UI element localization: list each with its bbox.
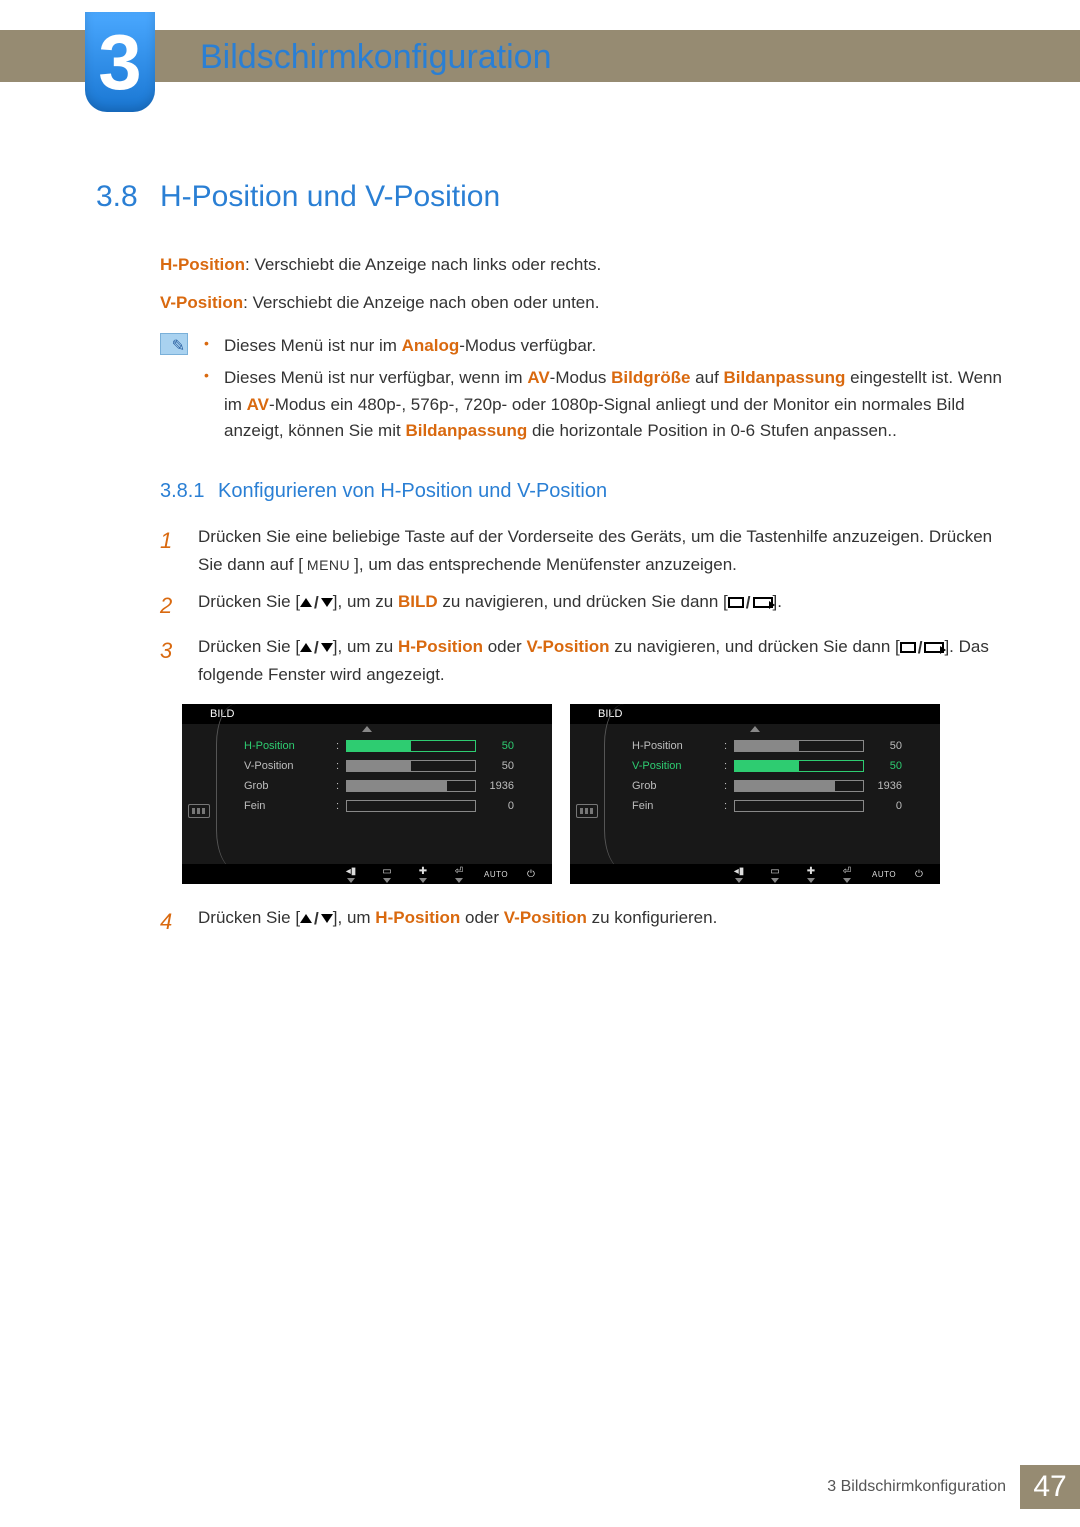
osd-item-value: 1936 — [864, 780, 910, 792]
vposition-desc: V-Position: Verschiebt die Anzeige nach … — [160, 290, 1010, 316]
osd-item-label: H-Position — [244, 740, 336, 752]
note-icon — [160, 333, 188, 355]
step-4: 4 Drücken Sie [/], um H-Position oder V-… — [160, 904, 1010, 939]
osd-slider-bar — [734, 780, 864, 792]
scroll-up-icon — [362, 726, 372, 732]
up-down-arrow-icon: / — [300, 589, 333, 616]
power-icon: ⏻ — [520, 869, 542, 880]
step-number: 3 — [160, 633, 184, 688]
step-1: 1 Drücken Sie eine beliebige Taste auf d… — [160, 523, 1010, 577]
up-down-arrow-icon: / — [300, 905, 333, 932]
step-3: 3 Drücken Sie [/], um zu H-Position oder… — [160, 633, 1010, 688]
step-number: 2 — [160, 588, 184, 623]
enter-icon: ⏎ — [448, 866, 470, 883]
auto-icon: AUTO — [872, 870, 894, 879]
osd-slider-bar — [346, 760, 476, 772]
osd-slider-bar — [734, 740, 864, 752]
osd-item-label: Fein — [244, 800, 336, 812]
osd-footer-icons: ◂▮ ▭ ✚ ⏎ AUTO ⏻ — [182, 864, 552, 884]
section-title: H-Position und V-Position — [160, 180, 500, 213]
minus-icon: ▭ — [764, 866, 786, 883]
up-down-arrow-icon: / — [300, 634, 333, 661]
osd-item: V-Position:50 — [570, 756, 940, 776]
osd-title: BILD — [570, 704, 940, 724]
osd-items-right: H-Position:50V-Position:50Grob:1936Fein:… — [570, 736, 940, 816]
power-icon: ⏻ — [908, 869, 930, 880]
chapter-title: Bildschirmkonfiguration — [200, 38, 552, 77]
osd-title: BILD — [182, 704, 552, 724]
osd-item-label: H-Position — [632, 740, 724, 752]
minus-icon: ▭ — [376, 866, 398, 883]
section-heading: 3.8H-Position und V-Position — [96, 180, 1010, 214]
source-enter-icon: / — [728, 589, 773, 616]
osd-item-value: 50 — [476, 740, 522, 752]
osd-item-label: V-Position — [632, 760, 724, 772]
source-enter-icon: / — [900, 634, 945, 661]
subsection-number: 3.8.1 — [160, 480, 218, 503]
osd-item: Fein:0 — [182, 796, 552, 816]
osd-item-label: Fein — [632, 800, 724, 812]
osd-item-value: 0 — [476, 800, 522, 812]
osd-item: H-Position:50 — [182, 736, 552, 756]
osd-item-label: Grob — [244, 780, 336, 792]
back-icon: ◂▮ — [728, 866, 750, 883]
osd-item-value: 50 — [476, 760, 522, 772]
auto-icon: AUTO — [484, 870, 506, 879]
osd-footer-icons: ◂▮ ▭ ✚ ⏎ AUTO ⏻ — [570, 864, 940, 884]
osd-item: V-Position:50 — [182, 756, 552, 776]
page-footer: 3 Bildschirmkonfiguration 47 — [827, 1465, 1080, 1509]
osd-slider-bar — [734, 800, 864, 812]
back-icon: ◂▮ — [340, 866, 362, 883]
note-block: Dieses Menü ist nur im Analog-Modus verf… — [160, 333, 1010, 450]
osd-screenshots: BILD H-Position:50V-Position:50Grob:1936… — [182, 704, 1010, 884]
osd-slider-bar — [346, 740, 476, 752]
footer-page-number: 47 — [1020, 1465, 1080, 1509]
osd-item-label: V-Position — [244, 760, 336, 772]
step-number: 4 — [160, 904, 184, 939]
note-bullet-2: Dieses Menü ist nur verfügbar, wenn im A… — [202, 365, 1010, 444]
menu-button-label: MENU — [303, 554, 354, 576]
osd-item-label: Grob — [632, 780, 724, 792]
osd-item-value: 50 — [864, 760, 910, 772]
plus-icon: ✚ — [800, 866, 822, 883]
osd-slider-bar — [346, 780, 476, 792]
subsection-title: Konfigurieren von H-Position und V-Posit… — [218, 480, 607, 502]
scroll-up-icon — [750, 726, 760, 732]
step-number: 1 — [160, 523, 184, 577]
hposition-desc: H-Position: Verschiebt die Anzeige nach … — [160, 252, 1010, 278]
step-2: 2 Drücken Sie [/], um zu BILD zu navigie… — [160, 588, 1010, 623]
section-number: 3.8 — [96, 180, 160, 214]
osd-item-value: 50 — [864, 740, 910, 752]
page-content: 3.8H-Position und V-Position H-Position:… — [96, 180, 1010, 949]
plus-icon: ✚ — [412, 866, 434, 883]
osd-panel-left: BILD H-Position:50V-Position:50Grob:1936… — [182, 704, 552, 884]
osd-item: Grob:1936 — [182, 776, 552, 796]
note-bullets: Dieses Menü ist nur im Analog-Modus verf… — [202, 333, 1010, 450]
osd-items-left: H-Position:50V-Position:50Grob:1936Fein:… — [182, 736, 552, 816]
chapter-number-badge: 3 — [85, 12, 155, 112]
osd-item: Grob:1936 — [570, 776, 940, 796]
subsection-heading: 3.8.1Konfigurieren von H-Position und V-… — [160, 480, 1010, 503]
osd-item: H-Position:50 — [570, 736, 940, 756]
osd-panel-right: BILD H-Position:50V-Position:50Grob:1936… — [570, 704, 940, 884]
osd-item-value: 1936 — [476, 780, 522, 792]
enter-icon: ⏎ — [836, 866, 858, 883]
footer-chapter-label: 3 Bildschirmkonfiguration — [827, 1478, 1006, 1496]
osd-item: Fein:0 — [570, 796, 940, 816]
osd-slider-bar — [734, 760, 864, 772]
osd-item-value: 0 — [864, 800, 910, 812]
osd-slider-bar — [346, 800, 476, 812]
note-bullet-1: Dieses Menü ist nur im Analog-Modus verf… — [202, 333, 1010, 359]
